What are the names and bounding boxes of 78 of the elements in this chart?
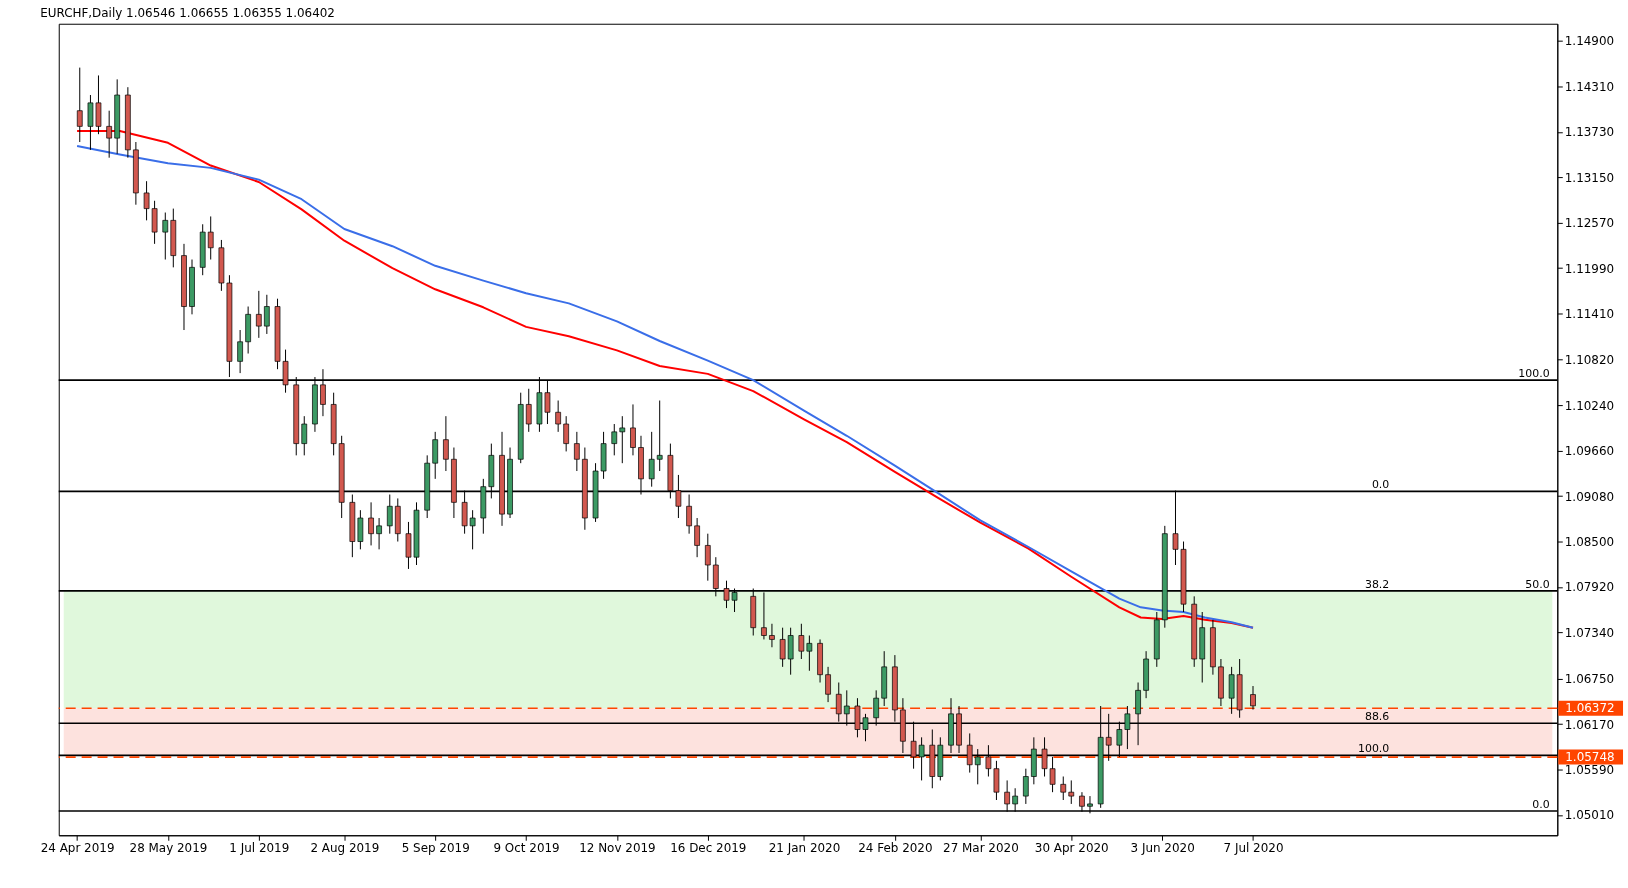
candlestick	[1068, 779, 1075, 805]
annotation: 0.0	[1371, 478, 1390, 492]
y-tick-label: 1.10240	[1564, 398, 1615, 413]
candlestick	[1023, 768, 1029, 805]
ref-line-label: 1.06372	[1565, 701, 1615, 716]
annotation: 38.2	[1364, 577, 1390, 591]
y-tick-label: 1.12570	[1564, 216, 1615, 231]
x-tick-label: 7 Jul 2020	[1223, 840, 1284, 855]
y-tick-label: 1.05010	[1564, 808, 1615, 823]
y-tick-label: 1.05590	[1564, 762, 1615, 777]
annotation: 0.0	[1532, 797, 1550, 811]
candlestick	[630, 403, 636, 456]
candlestick	[1250, 685, 1256, 711]
x-tick-label: 12 Nov 2019	[579, 840, 656, 855]
y-tick-label: 1.10820	[1564, 353, 1615, 368]
candlestick	[376, 517, 382, 550]
candlestick	[255, 290, 262, 339]
candlestick	[779, 627, 786, 668]
x-tick-label: 9 Oct 2019	[493, 840, 560, 855]
candlestick	[806, 635, 813, 672]
y-tick-label: 1.07920	[1564, 580, 1615, 595]
candlestick	[162, 212, 169, 261]
annotation: 50.0	[1525, 577, 1550, 591]
chart-title: EURCHF,Daily 1.06546 1.06655 1.06355 1.06402	[40, 5, 335, 20]
y-tick-label: 1.13730	[1564, 125, 1615, 140]
candlestick	[798, 623, 805, 660]
y-tick-label: 1.11990	[1564, 261, 1615, 276]
ref-line-label: 1.05748	[1565, 750, 1615, 765]
y-tick-label: 1.08500	[1564, 535, 1615, 549]
candlestick	[1060, 776, 1067, 801]
y-tick-label: 1.13150	[1564, 170, 1615, 185]
candlestick	[563, 415, 569, 452]
annotation: 88.6	[1364, 710, 1390, 724]
annotation: 100.0	[1518, 367, 1550, 381]
x-tick-label: 2 Aug 2019	[310, 840, 380, 855]
candlestick	[619, 415, 626, 464]
x-tick-label: 21 Jan 2020	[768, 840, 841, 855]
candlestick	[825, 666, 831, 703]
candlestick	[787, 627, 794, 676]
candlestick	[106, 110, 112, 159]
candlestick	[769, 623, 775, 648]
candlestick	[264, 294, 270, 335]
x-tick-label: 30 Apr 2020	[1034, 840, 1109, 855]
candlestick	[574, 431, 580, 472]
x-tick-label: 16 Dec 2019	[670, 840, 747, 855]
candlestick	[443, 415, 449, 472]
candlestick	[694, 517, 700, 558]
candlestick	[611, 423, 618, 456]
y-tick-label: 1.14900	[1564, 33, 1615, 48]
candlestick	[432, 431, 439, 480]
y-tick-label: 1.07340	[1564, 625, 1615, 640]
candlestick	[386, 494, 393, 535]
candlestick	[686, 494, 692, 535]
x-tick-label: 27 Mar 2020	[943, 840, 1019, 855]
y-tick-label: 1.06750	[1564, 672, 1615, 687]
x-tick-label: 24 Apr 2019	[40, 840, 115, 855]
x-tick-label: 1 Jul 2019	[229, 840, 290, 855]
y-tick-label: 1.11410	[1564, 307, 1615, 322]
candlestick	[357, 509, 364, 550]
candlestick	[555, 400, 561, 433]
y-tick-label: 1.06170	[1564, 717, 1615, 732]
x-tick-label: 3 Jun 2020	[1130, 840, 1195, 855]
y-tick-label: 1.09660	[1564, 444, 1615, 459]
candlestick	[656, 400, 663, 472]
x-tick-label: 24 Feb 2020	[858, 840, 933, 855]
candlestick	[76, 67, 83, 143]
y-tick-label: 1.09080	[1564, 489, 1615, 504]
candlestick	[237, 329, 243, 374]
candlestick	[648, 431, 655, 488]
x-tick-label: 5 Sep 2019	[401, 840, 470, 855]
candlestick	[301, 415, 308, 456]
y-tick-label: 1.14310	[1564, 79, 1615, 94]
annotation: 100.0	[1357, 742, 1390, 756]
candlestick	[704, 533, 711, 582]
candlestick	[207, 215, 214, 261]
candlestick	[368, 501, 374, 546]
candlestick	[525, 388, 532, 433]
x-tick-label: 28 May 2019	[129, 840, 208, 855]
